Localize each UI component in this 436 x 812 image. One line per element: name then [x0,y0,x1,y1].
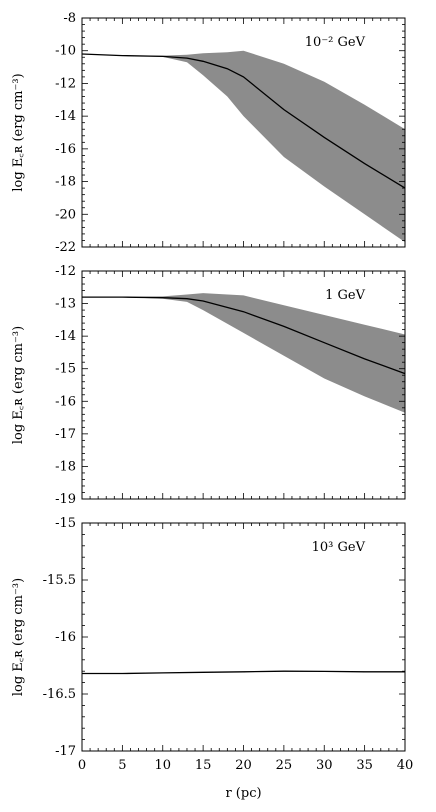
median-line-layer [82,296,406,375]
panel-label: 1 GeV [325,288,365,303]
tick-layer: -8 -10 -12 -14 -16 -18 -20 -22 [55,11,406,255]
x-tick-label: 35 [356,758,373,773]
y-axis-label: log E꜀ʀ (erg cm⁻³) [11,326,26,444]
x-tick-label: 25 [276,758,293,773]
median-line [82,670,405,675]
y-tick-label: -16.5 [43,687,76,702]
y-tick-label: -16 [55,630,76,645]
y-tick-label: -15 [55,516,76,531]
y-tick-label: -16 [55,394,76,409]
x-tick-label: 10 [154,758,171,773]
y-tick-label: -8 [63,11,76,26]
x-axis-label: r (pc) [225,786,261,801]
x-tick-label: 30 [316,758,333,773]
plot-frame [81,270,406,500]
x-tick-label: 40 [397,758,414,773]
plot-frame [81,17,406,248]
x-tick-label: 20 [235,758,252,773]
plot-frame [81,522,406,752]
y-tick-label: -17 [55,744,76,759]
median-line-layer [81,53,406,189]
panel-label: 10³ GeV [312,540,366,555]
y-tick-label: -19 [55,492,76,507]
x-tick-label: 5 [118,758,126,773]
y-tick-label: -16 [55,142,76,157]
y-tick-label: -14 [55,109,76,124]
y-axis-label: log E꜀ʀ (erg cm⁻³) [11,578,26,696]
x-tick-label: 0 [78,758,86,773]
uncertainty-band [82,50,405,243]
y-tick-label: -22 [55,240,76,255]
y-tick-label: -14 [55,329,76,344]
median-line [82,296,406,375]
panel-1: -8 -10 -12 -14 -16 -18 -20 -22 10⁻² GeV log E꜀ʀ… [11,11,406,255]
panel-3: -15 -15.5 -16 -16.5 -170 5 10 15 20 25 30 35 40 10³ … [11,516,413,773]
median-line [81,53,406,189]
y-tick-label: -12 [55,264,76,279]
uncertainty-band-layer [82,50,405,243]
y-tick-label: -13 [55,297,76,312]
y-tick-label: -15.5 [43,573,76,588]
y-tick-label: -12 [55,76,76,91]
y-tick-label: -20 [55,207,76,222]
x-tick-label: 15 [195,758,212,773]
y-axis-label: log E꜀ʀ (erg cm⁻³) [11,73,26,191]
y-tick-label: -17 [55,427,76,442]
uncertainty-band-layer [82,293,405,413]
uncertainty-band [82,293,405,413]
y-tick-label: -15 [55,362,76,377]
panel-2: -12 -13 -14 -15 -16 -17 -18 -19 1 GeV log E꜀ʀ (… [11,264,406,507]
y-tick-label: -18 [55,175,76,190]
panel-label: 10⁻² GeV [305,35,366,50]
median-line-layer [82,670,405,675]
y-tick-label: -18 [55,459,76,474]
y-tick-label: -10 [55,44,76,59]
